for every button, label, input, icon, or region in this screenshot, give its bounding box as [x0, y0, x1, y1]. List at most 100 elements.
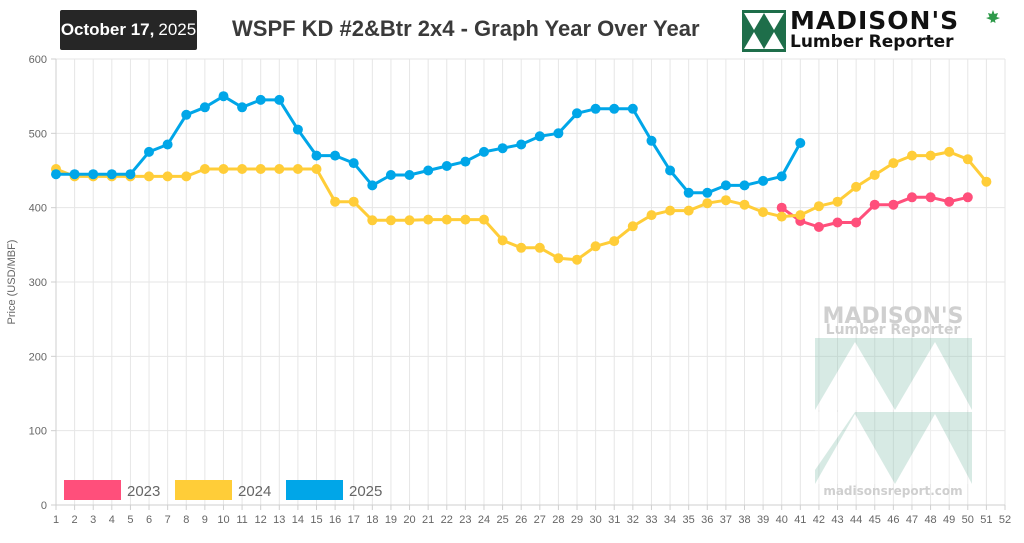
data-point-2023 [888, 199, 899, 210]
data-point-2024 [702, 198, 713, 209]
chart-title: WSPF KD #2&Btr 2x4 - Graph Year Over Yea… [232, 16, 700, 41]
x-tick-label: 41 [794, 514, 806, 526]
data-point-2025 [404, 170, 415, 180]
data-point-2025 [776, 171, 787, 182]
data-point-2024 [404, 215, 415, 226]
chart-axes: 1 2 3 4 5 6 7 8 9 10 11 12 13 14 15 16 17 18 19 20 21 22 23 24 2… [29, 54, 1011, 526]
legend-item-2025: 2025 [286, 480, 382, 500]
x-tick-label: 6 [146, 514, 152, 526]
series-2025 [51, 91, 806, 198]
x-tick-label: 52 [999, 514, 1011, 526]
data-point-2024 [292, 164, 303, 174]
triangle-tree-logo-icon [742, 10, 786, 52]
data-point-2024 [385, 215, 396, 226]
x-tick-label: 27 [534, 514, 546, 526]
x-tick-label: 46 [887, 514, 899, 526]
x-tick-label: 39 [757, 514, 769, 526]
y-tick-label: 100 [29, 426, 47, 438]
data-point-2024 [218, 164, 229, 174]
data-point-2025 [758, 175, 769, 186]
data-point-2025 [534, 131, 545, 142]
data-point-2025 [627, 103, 638, 114]
y-tick-label: 500 [29, 128, 47, 140]
logo-subtitle: Lumber Reporter [790, 32, 954, 52]
data-point-2024 [553, 253, 564, 264]
data-point-2024 [795, 210, 806, 221]
date-month-day: October 17, [60, 20, 155, 39]
data-point-2024 [944, 146, 955, 157]
y-tick-label: 200 [29, 351, 47, 363]
data-point-2024 [627, 221, 638, 232]
data-point-2025 [720, 180, 731, 191]
data-point-2025 [367, 180, 378, 191]
data-point-2023 [907, 192, 917, 203]
data-point-2025 [479, 146, 489, 157]
x-tick-label: 45 [869, 514, 881, 526]
data-point-2023 [869, 199, 880, 210]
data-point-2025 [348, 158, 359, 169]
watermark-subtitle: Lumber Reporter [826, 322, 961, 338]
data-point-2025 [665, 165, 676, 176]
legend-item-2024: 2024 [175, 480, 271, 500]
date-badge: October 17, 2025 [60, 10, 197, 50]
y-tick-label: 400 [29, 203, 47, 215]
data-point-2024 [423, 214, 434, 225]
data-point-2023 [925, 192, 936, 203]
x-tick-label: 24 [478, 514, 490, 526]
legend-swatch-2023 [64, 480, 121, 500]
data-point-2024 [199, 164, 210, 174]
data-point-2025 [590, 103, 601, 114]
watermark: MADISON'S Lumber Reporter madisonsreport… [815, 304, 972, 498]
maple-leaf-icon [986, 10, 1000, 23]
x-tick-label: 28 [552, 514, 564, 526]
x-tick-label: 43 [831, 514, 843, 526]
legend-swatch-2024 [175, 480, 232, 500]
logo-title: MADISON'S [790, 6, 960, 35]
data-point-2024 [758, 207, 769, 218]
data-point-2024 [274, 164, 285, 174]
x-tick-label: 50 [962, 514, 974, 526]
data-point-2023 [962, 192, 973, 203]
x-tick-label: 8 [183, 514, 189, 526]
data-point-2025 [683, 187, 694, 198]
x-tick-label: 25 [496, 514, 508, 526]
data-point-2023 [832, 217, 843, 228]
data-point-2025 [311, 150, 322, 161]
data-point-2023 [813, 222, 824, 232]
x-tick-label: 17 [348, 514, 360, 526]
x-tick-label: 3 [90, 514, 96, 526]
y-tick-label: 600 [29, 54, 47, 66]
legend-label-2023: 2023 [127, 483, 160, 500]
x-tick-label: 49 [943, 514, 955, 526]
x-tick-label: 10 [217, 514, 229, 526]
legend-label-2024: 2024 [238, 483, 271, 500]
chart-series [51, 91, 992, 265]
data-point-2024 [832, 196, 843, 207]
data-point-2024 [255, 164, 266, 174]
x-tick-label: 13 [273, 514, 285, 526]
data-point-2024 [144, 171, 154, 182]
x-tick-label: 36 [701, 514, 713, 526]
data-point-2024 [776, 211, 787, 222]
legend-item-2023: 2023 [64, 480, 160, 500]
x-tick-label: 33 [645, 514, 657, 526]
data-point-2024 [962, 154, 973, 165]
watermark-title: MADISON'S [823, 304, 964, 329]
data-point-2024 [665, 205, 676, 216]
data-point-2024 [646, 210, 657, 221]
watermark-logo-icon [815, 338, 972, 484]
data-point-2024 [981, 176, 992, 187]
data-point-2024 [348, 196, 359, 207]
data-point-2024 [516, 242, 527, 253]
data-point-2025 [553, 128, 564, 139]
x-tick-label: 48 [924, 514, 936, 526]
data-point-2024 [813, 201, 824, 212]
data-point-2024 [534, 242, 545, 253]
x-tick-label: 14 [292, 514, 304, 526]
data-point-2025 [88, 169, 99, 180]
data-point-2024 [497, 235, 508, 246]
legend-label-2025: 2025 [349, 483, 382, 500]
data-point-2025 [516, 139, 527, 150]
data-point-2025 [572, 108, 582, 119]
